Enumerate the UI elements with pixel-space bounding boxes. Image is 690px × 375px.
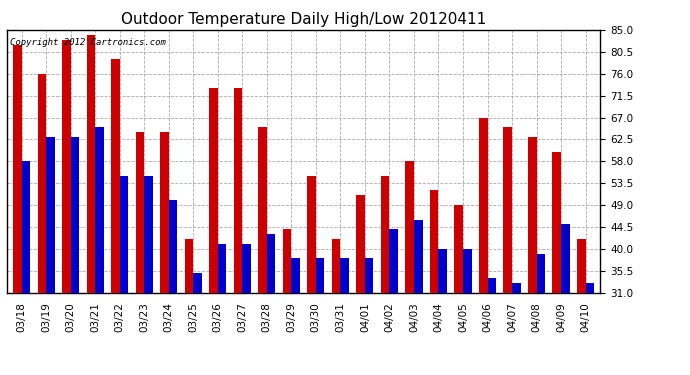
Bar xyxy=(193,273,202,375)
Bar xyxy=(242,244,251,375)
Bar xyxy=(70,137,79,375)
Bar xyxy=(561,225,570,375)
Bar xyxy=(37,74,46,375)
Bar xyxy=(553,152,561,375)
Bar xyxy=(405,161,414,375)
Bar xyxy=(144,176,152,375)
Bar xyxy=(463,249,471,375)
Bar xyxy=(136,132,144,375)
Bar xyxy=(62,40,70,375)
Bar xyxy=(537,254,545,375)
Bar xyxy=(340,258,349,375)
Bar xyxy=(479,117,488,375)
Bar xyxy=(504,127,512,375)
Bar xyxy=(528,137,537,375)
Bar xyxy=(218,244,226,375)
Bar xyxy=(234,88,242,375)
Bar xyxy=(356,195,365,375)
Bar xyxy=(169,200,177,375)
Bar xyxy=(111,59,119,375)
Bar xyxy=(414,220,422,375)
Bar xyxy=(430,190,438,375)
Bar xyxy=(13,45,21,375)
Bar xyxy=(307,176,316,375)
Bar xyxy=(365,258,373,375)
Bar xyxy=(488,278,496,375)
Bar xyxy=(316,258,324,375)
Bar xyxy=(267,234,275,375)
Bar xyxy=(86,35,95,375)
Bar xyxy=(46,137,55,375)
Bar xyxy=(119,176,128,375)
Text: Copyright 2012 Cartronics.com: Copyright 2012 Cartronics.com xyxy=(10,38,166,47)
Bar xyxy=(438,249,447,375)
Bar xyxy=(291,258,300,375)
Bar xyxy=(185,239,193,375)
Bar xyxy=(586,283,594,375)
Bar xyxy=(381,176,389,375)
Bar xyxy=(160,132,169,375)
Bar xyxy=(209,88,218,375)
Bar xyxy=(21,161,30,375)
Bar xyxy=(389,229,398,375)
Bar xyxy=(332,239,340,375)
Bar xyxy=(95,127,104,375)
Bar xyxy=(512,283,521,375)
Bar xyxy=(258,127,267,375)
Bar xyxy=(455,205,463,375)
Title: Outdoor Temperature Daily High/Low 20120411: Outdoor Temperature Daily High/Low 20120… xyxy=(121,12,486,27)
Bar xyxy=(283,229,291,375)
Bar xyxy=(577,239,586,375)
